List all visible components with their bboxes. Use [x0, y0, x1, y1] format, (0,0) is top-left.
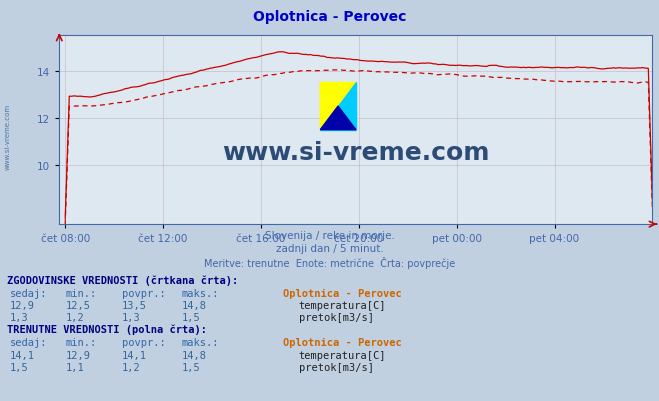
Text: Meritve: trenutne  Enote: metrične  Črta: povprečje: Meritve: trenutne Enote: metrične Črta: …	[204, 257, 455, 269]
Text: 12,9: 12,9	[66, 350, 91, 360]
Text: 1,3: 1,3	[10, 312, 28, 322]
Text: 14,8: 14,8	[181, 350, 206, 360]
Text: TRENUTNE VREDNOSTI (polna črta):: TRENUTNE VREDNOSTI (polna črta):	[7, 324, 206, 334]
Text: 1,5: 1,5	[10, 363, 28, 373]
Text: temperatura[C]: temperatura[C]	[299, 350, 386, 360]
Text: sedaj:: sedaj:	[10, 337, 47, 347]
Text: maks.:: maks.:	[181, 337, 219, 347]
Text: 1,5: 1,5	[181, 312, 200, 322]
Text: 1,1: 1,1	[66, 363, 84, 373]
Text: 14,8: 14,8	[181, 300, 206, 310]
Text: zadnji dan / 5 minut.: zadnji dan / 5 minut.	[275, 244, 384, 254]
Text: maks.:: maks.:	[181, 288, 219, 298]
Text: min.:: min.:	[66, 337, 97, 347]
Text: 1,2: 1,2	[122, 363, 140, 373]
Text: povpr.:: povpr.:	[122, 337, 165, 347]
Polygon shape	[320, 83, 356, 130]
Text: pretok[m3/s]: pretok[m3/s]	[299, 312, 374, 322]
Text: 13,5: 13,5	[122, 300, 147, 310]
Polygon shape	[320, 83, 356, 130]
Text: www.si-vreme.com: www.si-vreme.com	[222, 141, 490, 165]
Text: 1,2: 1,2	[66, 312, 84, 322]
Text: 1,5: 1,5	[181, 363, 200, 373]
Text: 14,1: 14,1	[122, 350, 147, 360]
Text: povpr.:: povpr.:	[122, 288, 165, 298]
Text: 1,3: 1,3	[122, 312, 140, 322]
Text: 14,1: 14,1	[10, 350, 35, 360]
Text: 12,9: 12,9	[10, 300, 35, 310]
Text: pretok[m3/s]: pretok[m3/s]	[299, 363, 374, 373]
Text: 12,5: 12,5	[66, 300, 91, 310]
Text: Oplotnica - Perovec: Oplotnica - Perovec	[253, 10, 406, 24]
Text: www.si-vreme.com: www.si-vreme.com	[5, 103, 11, 169]
Text: Oplotnica - Perovec: Oplotnica - Perovec	[283, 288, 402, 298]
Text: sedaj:: sedaj:	[10, 288, 47, 298]
Polygon shape	[320, 107, 356, 130]
Text: min.:: min.:	[66, 288, 97, 298]
Text: ZGODOVINSKE VREDNOSTI (črtkana črta):: ZGODOVINSKE VREDNOSTI (črtkana črta):	[7, 275, 238, 285]
Text: Slovenija / reke in morje.: Slovenija / reke in morje.	[264, 231, 395, 241]
Text: temperatura[C]: temperatura[C]	[299, 300, 386, 310]
Text: Oplotnica - Perovec: Oplotnica - Perovec	[283, 337, 402, 347]
